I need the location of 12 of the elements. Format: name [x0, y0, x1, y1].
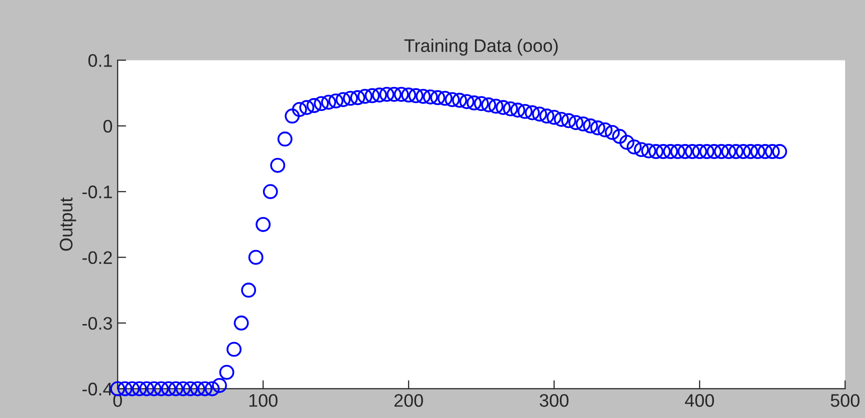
y-axis-title: Output: [60, 197, 76, 251]
x-tick-label: 500: [830, 394, 860, 407]
x-tick-label: 200: [394, 394, 423, 407]
chart-title: Training Data (ooo): [404, 38, 558, 56]
x-tick-label: 100: [249, 394, 278, 407]
y-tick-label: 0.1: [88, 54, 112, 67]
x-tick-label: 300: [540, 394, 568, 407]
y-tick-label: -0.2: [82, 251, 112, 264]
x-tick-label: 400: [684, 394, 714, 407]
y-tick-label: -0.3: [82, 316, 112, 330]
y-tick-label: -0.1: [82, 186, 112, 198]
y-tick-label: 0: [103, 120, 112, 133]
